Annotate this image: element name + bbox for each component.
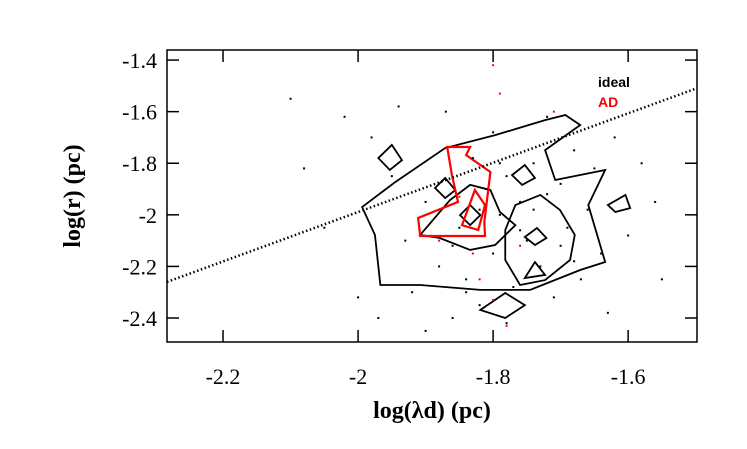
y-tick-label: -2.2 (122, 254, 157, 279)
point (424, 200, 427, 203)
point (465, 291, 468, 294)
y-tick-label: -1.6 (122, 100, 157, 125)
y-tick-label: -1.4 (122, 48, 157, 73)
point (559, 244, 562, 247)
contour (504, 193, 576, 286)
point (458, 226, 461, 229)
point (471, 157, 474, 160)
point (397, 105, 400, 108)
point (539, 265, 542, 268)
point (505, 322, 508, 325)
plot-frame (166, 49, 698, 343)
point (566, 226, 569, 229)
contour (458, 203, 482, 227)
point (519, 244, 522, 247)
point (471, 252, 474, 255)
point (627, 234, 630, 237)
point (512, 286, 515, 289)
contour (523, 226, 548, 247)
contour (361, 114, 607, 291)
point (438, 265, 441, 268)
point (323, 226, 326, 229)
contour (510, 163, 537, 187)
point (532, 162, 535, 165)
point (498, 162, 501, 165)
contour (606, 193, 632, 213)
point (546, 115, 549, 118)
point (478, 278, 481, 281)
point (573, 260, 576, 263)
point (289, 97, 292, 100)
point (505, 175, 508, 178)
point (357, 296, 360, 299)
x-tick-label: -2 (349, 364, 367, 389)
y-tick-label: -2.4 (122, 306, 157, 331)
point (660, 278, 663, 281)
point (478, 208, 481, 211)
point (404, 239, 407, 242)
contour (418, 183, 517, 251)
point (465, 278, 468, 281)
point (606, 311, 609, 314)
x-axis-label: log(λd) (pc) (373, 398, 491, 424)
point (343, 115, 346, 118)
point (600, 252, 603, 255)
y-axis-label: log(r) (pc) (60, 144, 86, 247)
point (552, 110, 555, 113)
point (573, 149, 576, 152)
point (424, 329, 427, 332)
point (451, 244, 454, 247)
point (613, 136, 616, 139)
point (552, 296, 555, 299)
point (377, 317, 380, 320)
point (519, 200, 522, 203)
point (640, 162, 643, 165)
point (492, 252, 495, 255)
point (532, 208, 535, 211)
point (498, 92, 501, 95)
point (492, 298, 495, 301)
point (498, 213, 501, 216)
legend-entry: AD (598, 94, 618, 110)
point (390, 175, 393, 178)
ideal-line (166, 87, 698, 284)
point (444, 110, 447, 113)
point (593, 167, 596, 170)
point (492, 64, 495, 67)
contour (460, 187, 487, 232)
point (586, 208, 589, 211)
x-tick-label: -1.8 (476, 364, 511, 389)
point (451, 317, 454, 320)
point (411, 291, 414, 294)
point (505, 324, 508, 327)
point (525, 239, 528, 242)
y-tick-label: -2 (139, 203, 157, 228)
point (458, 195, 461, 198)
point (654, 200, 657, 203)
x-tick-label: -1.6 (611, 364, 646, 389)
point (303, 167, 306, 170)
point (492, 131, 495, 134)
y-tick-label: -1.8 (122, 151, 157, 176)
contour (377, 143, 404, 172)
point (370, 136, 373, 139)
point (485, 188, 488, 191)
point (546, 193, 549, 196)
contour (523, 260, 547, 280)
x-tick-label: -2.2 (206, 364, 241, 389)
point (559, 182, 562, 185)
contour (416, 145, 492, 238)
contour (478, 291, 527, 319)
point (438, 239, 441, 242)
point (579, 278, 582, 281)
point (519, 229, 522, 232)
legend-entry: ideal (598, 74, 630, 90)
point (478, 304, 481, 307)
